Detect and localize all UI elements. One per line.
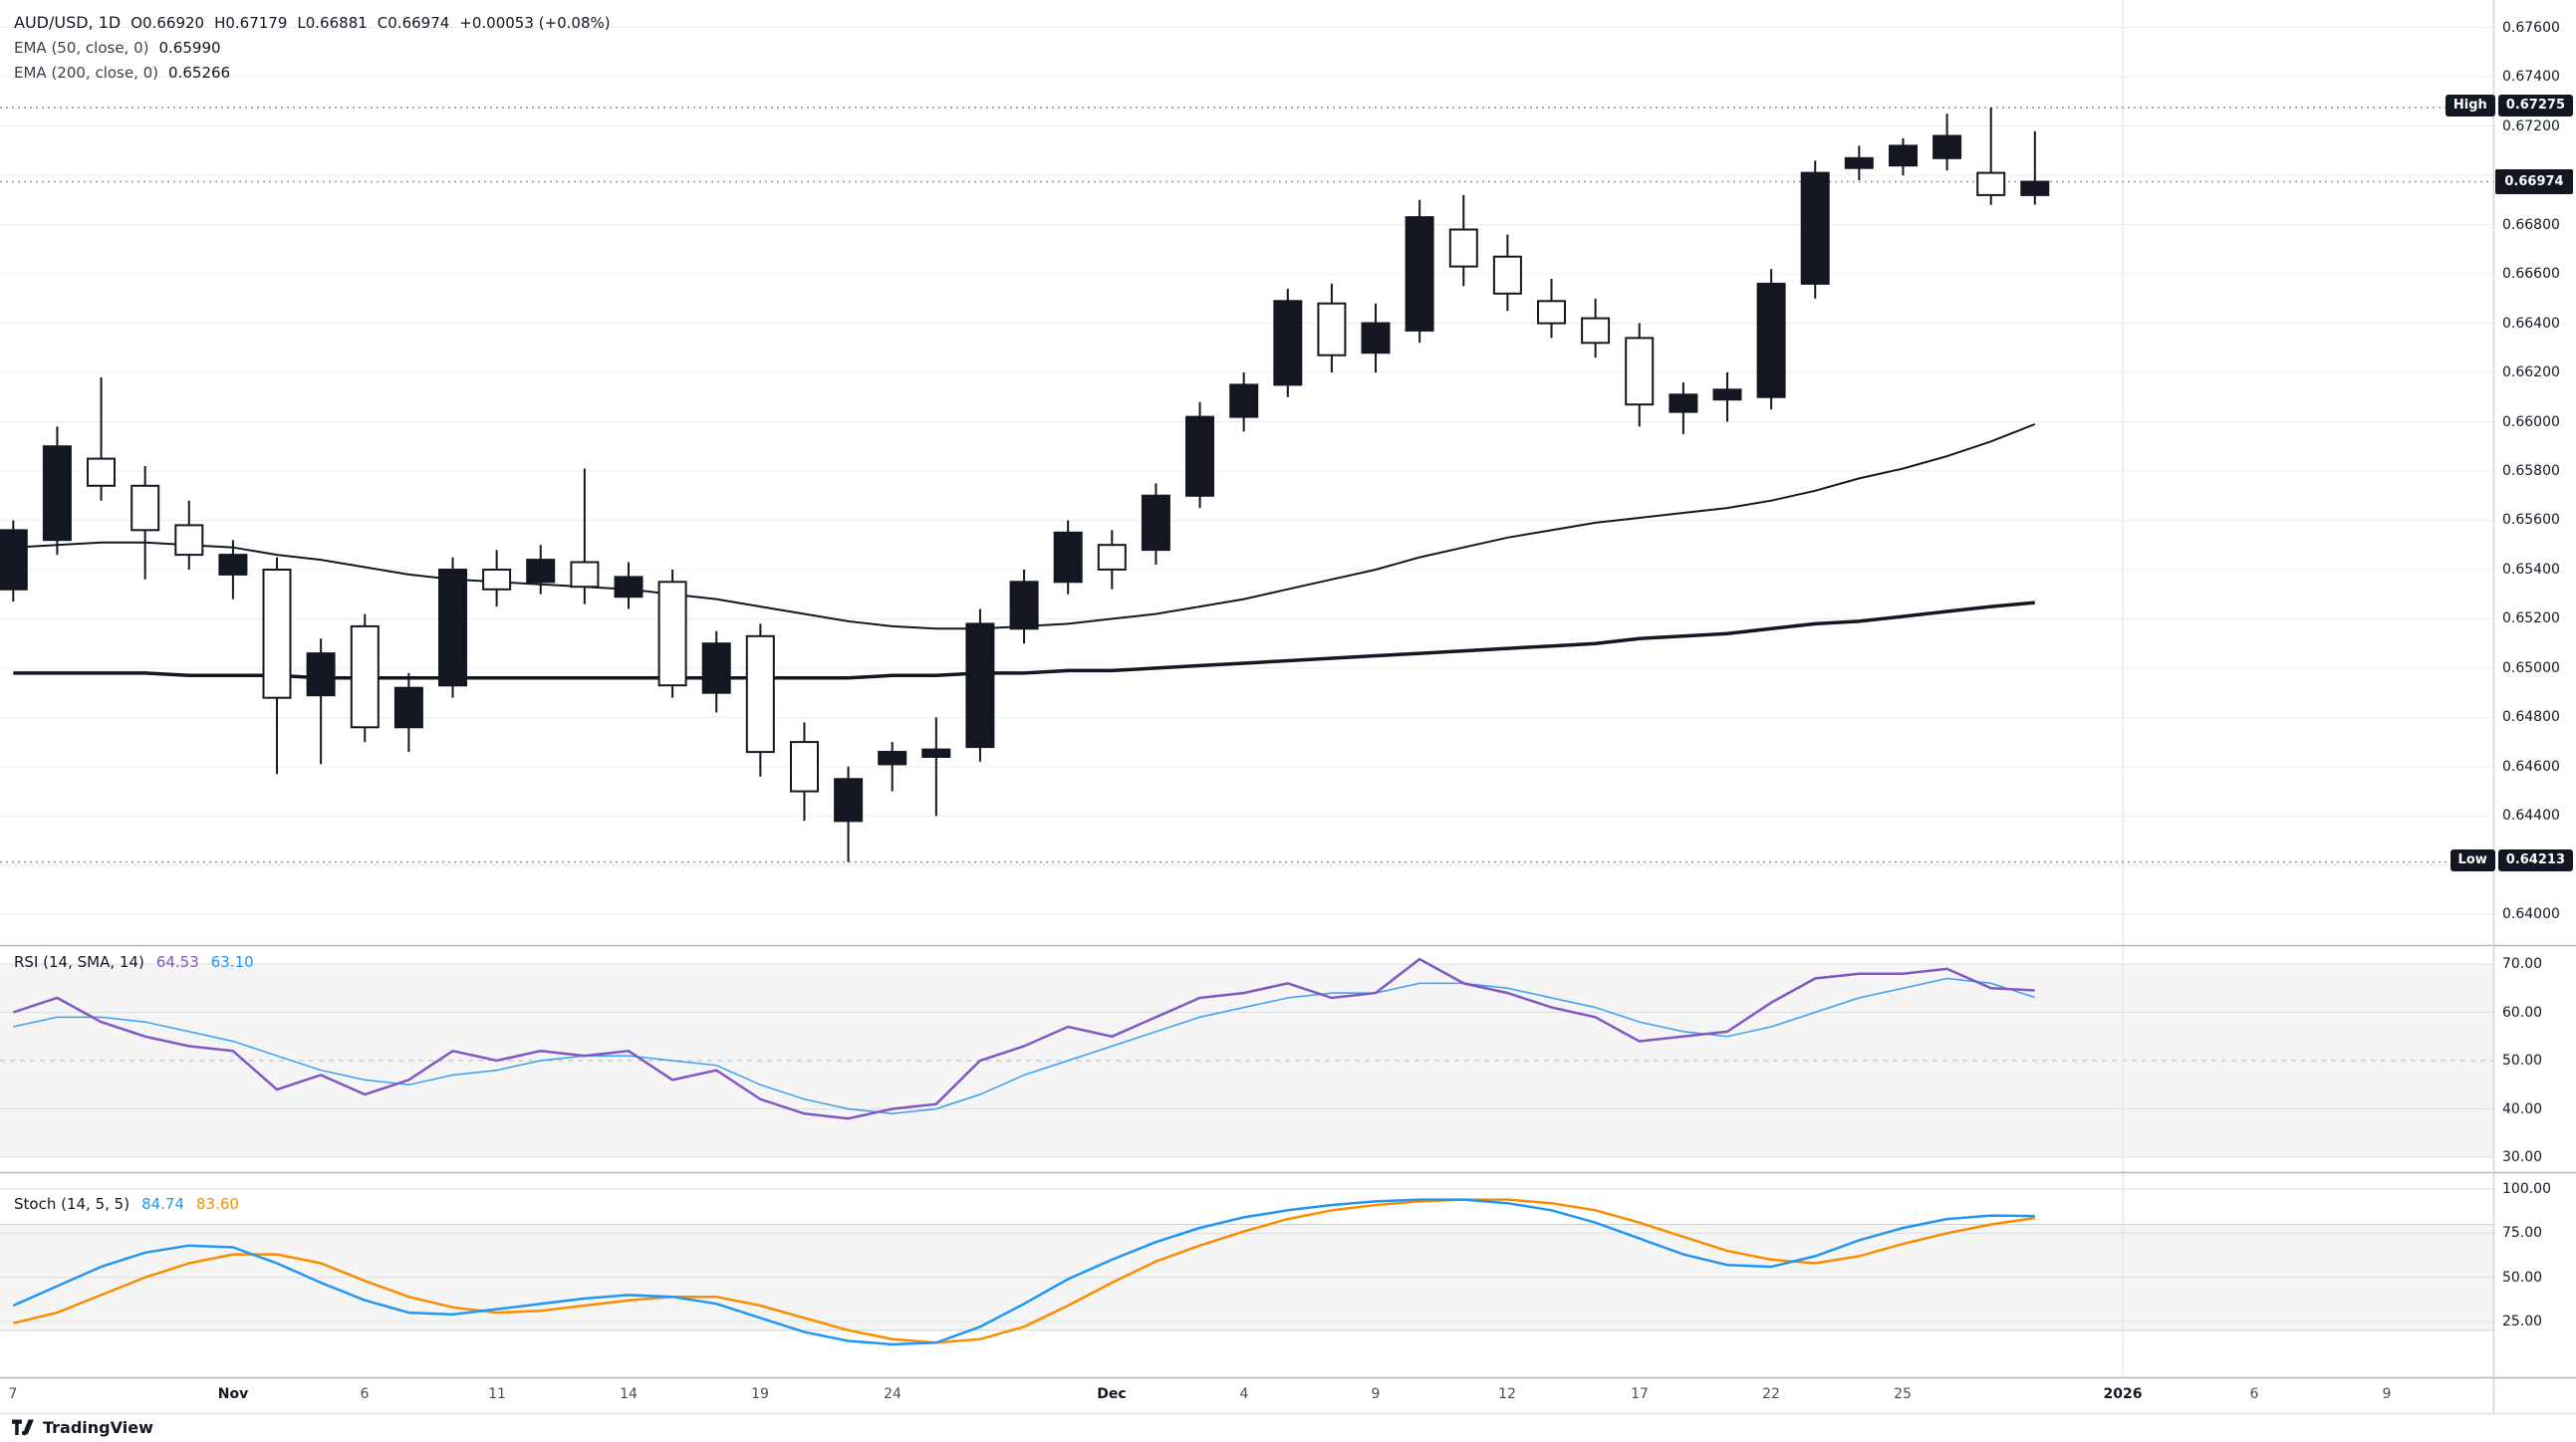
rsi-label: RSI (14, SMA, 14)	[14, 953, 144, 971]
axis-tick-label: 0.64400	[2502, 808, 2560, 824]
ema200-legend-row[interactable]: EMA (200, close, 0) 0.65266	[14, 60, 611, 85]
axis-tick-label: 0.64000	[2502, 906, 2560, 922]
time-tick-label: 6	[360, 1386, 370, 1402]
axis-tick-label: 0.65400	[2502, 562, 2560, 578]
tradingview-logo[interactable]: TradingView	[12, 1418, 153, 1437]
axis-tick-label: 0.65000	[2502, 660, 2560, 676]
time-tick-label: 14	[620, 1386, 638, 1402]
ohlc-high: H0.67179	[214, 13, 288, 32]
time-tick-label: Dec	[1097, 1386, 1127, 1402]
stoch-legend[interactable]: Stoch (14, 5, 5) 84.74 83.60	[14, 1195, 239, 1213]
axis-tick-label: 50.00	[2502, 1270, 2543, 1286]
rsi-pane-grid	[0, 963, 2493, 1158]
time-tick-label: 11	[488, 1386, 506, 1402]
axis-tick-label: 0.66800	[2502, 217, 2560, 233]
ohlc-open: O0.66920	[130, 13, 205, 32]
time-tick-label: 19	[751, 1386, 769, 1402]
stoch-label: Stoch (14, 5, 5)	[14, 1195, 130, 1213]
ema200-label: EMA (200, close, 0)	[14, 63, 159, 82]
low-price-badge: Low 0.64213	[2449, 849, 2573, 872]
ema50-label: EMA (50, close, 0)	[14, 38, 149, 57]
time-tick-label: 9	[2382, 1386, 2392, 1402]
ema50-legend-row[interactable]: EMA (50, close, 0) 0.65990	[14, 35, 611, 60]
time-tick-label: Nov	[217, 1386, 249, 1402]
main-legend: AUD/USD, 1D O0.66920 H0.67179 L0.66881 C…	[14, 10, 611, 85]
time-tick-label: 17	[1631, 1386, 1649, 1402]
axis-tick-label: 0.64600	[2502, 759, 2560, 775]
axis-tick-label: 30.00	[2502, 1149, 2543, 1165]
stoch-pane-grid	[0, 1188, 2493, 1331]
high-badge-value: 0.67275	[2497, 95, 2573, 118]
axis-tick-label: 0.66200	[2502, 364, 2560, 380]
high-price-badge: High 0.67275	[2445, 95, 2573, 118]
rsi-sma-value: 63.10	[210, 953, 254, 971]
stoch-k-line[interactable]	[12, 1198, 2035, 1346]
axis-tick-label: 0.66600	[2502, 266, 2560, 282]
stoch-d-line[interactable]	[13, 1198, 2035, 1344]
axis-tick-label: 0.65200	[2502, 610, 2560, 626]
axis-tick-label: 0.65600	[2502, 512, 2560, 528]
axis-tick-label: 0.67600	[2502, 20, 2560, 36]
low-badge-value: 0.64213	[2497, 849, 2573, 872]
axis-tick-label: 0.66000	[2502, 414, 2560, 430]
symbol-title: AUD/USD, 1D	[14, 13, 122, 32]
tradingview-logo-icon	[12, 1419, 34, 1435]
ema200-value: 0.65266	[168, 63, 231, 82]
ema200-line[interactable]	[13, 601, 2035, 680]
axis-tick-label: 25.00	[2502, 1314, 2543, 1329]
ohlc-close: C0.66974	[377, 13, 450, 32]
time-axis[interactable]: 7 Nov 6 11 14 19 24 Dec 4 9 12 17 22 25 2026 6 9	[0, 1380, 2493, 1414]
time-tick-label: 7	[8, 1386, 18, 1402]
axis-tick-label: 0.67400	[2502, 69, 2560, 85]
time-tick-label: 4	[1239, 1386, 1249, 1402]
axis-tick-label: 75.00	[2502, 1225, 2543, 1241]
low-badge-label: Low	[2449, 849, 2495, 872]
time-tick-label: 22	[1762, 1386, 1780, 1402]
last-price-badge: 0.66974	[2495, 169, 2573, 194]
stoch-k-value: 84.74	[141, 1195, 185, 1213]
rsi-line[interactable]	[12, 957, 2035, 1120]
axis-tick-label: 70.00	[2502, 956, 2543, 972]
time-tick-label: 9	[1371, 1386, 1381, 1402]
ohlc-change: +0.00053 (+0.08%)	[459, 13, 611, 32]
time-tick-label: 25	[1894, 1386, 1912, 1402]
stoch-d-value: 83.60	[196, 1195, 239, 1213]
candlestick-series[interactable]	[0, 108, 2050, 862]
rsi-sma-line[interactable]	[13, 977, 2036, 1115]
price-gridlines	[0, 27, 2493, 915]
axis-tick-label: 0.67200	[2502, 119, 2560, 134]
ema50-value: 0.65990	[158, 38, 221, 57]
time-tick-label: 24	[884, 1386, 902, 1402]
rsi-legend[interactable]: RSI (14, SMA, 14) 64.53 63.10	[14, 953, 254, 971]
axis-tick-label: 0.64800	[2502, 709, 2560, 725]
time-tick-label: 2026	[2103, 1386, 2143, 1402]
symbol-legend-row[interactable]: AUD/USD, 1D O0.66920 H0.67179 L0.66881 C…	[14, 10, 611, 35]
price-axis[interactable]: 0.67600 0.67400 0.67200 0.66800 0.66600 0.664…	[2493, 0, 2576, 1414]
axis-tick-label: 0.66400	[2502, 316, 2560, 332]
ohlc-low: L0.66881	[297, 13, 368, 32]
high-badge-label: High	[2445, 95, 2495, 118]
price-level-lines	[0, 107, 2493, 863]
axis-tick-label: 50.00	[2502, 1053, 2543, 1069]
axis-tick-label: 0.65800	[2502, 463, 2560, 479]
axis-tick-label: 40.00	[2502, 1101, 2543, 1117]
time-tick-label: 6	[2249, 1386, 2259, 1402]
tradingview-logo-text: TradingView	[43, 1418, 153, 1437]
axis-tick-label: 60.00	[2502, 1005, 2543, 1021]
axis-tick-label: 100.00	[2502, 1181, 2551, 1197]
time-tick-label: 12	[1498, 1386, 1516, 1402]
rsi-value: 64.53	[155, 953, 199, 971]
